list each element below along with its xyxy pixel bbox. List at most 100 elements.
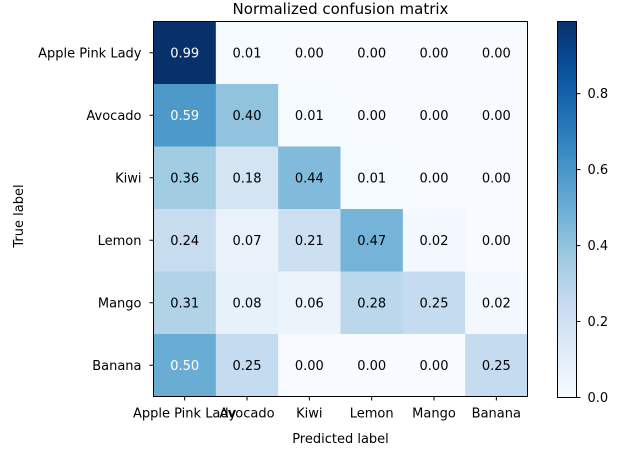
heatmap-cell-value: 0.08: [233, 296, 262, 311]
heatmap-cell: [402, 334, 466, 397]
x-tick-label: Banana: [472, 407, 521, 422]
heatmap-cell: [402, 21, 466, 85]
heatmap-cell: [340, 334, 404, 397]
heatmap-cell: [340, 84, 404, 147]
heatmap-cell: [215, 146, 279, 210]
y-tick-label: Kiwi: [115, 171, 141, 186]
heatmap-cell: [402, 209, 466, 272]
y-tick-label: Banana: [92, 359, 141, 374]
heatmap-cell: [340, 271, 404, 335]
heatmap-cell-value: 0.00: [482, 171, 511, 186]
heatmap-cell: [402, 84, 466, 147]
heatmap-cell: [215, 21, 279, 85]
heatmap-cell: [340, 146, 404, 210]
x-tick-label: Mango: [412, 407, 456, 422]
heatmap-cell-value: 0.40: [233, 109, 262, 124]
heatmap-cell-value: 0.99: [170, 46, 199, 61]
heatmap-cell-value: 0.00: [420, 359, 449, 374]
heatmap-cell: [465, 84, 528, 147]
heatmap-cell: [465, 21, 528, 85]
y-axis-ticks: Apple Pink Lady Avocado Kiwi Lemon Mango Bana…: [38, 46, 154, 374]
heatmap-cell-value: 0.00: [420, 171, 449, 186]
heatmap-cell: [278, 334, 341, 397]
heatmap-cell: [153, 209, 217, 272]
colorbar-tick-label: 0.0: [588, 391, 609, 406]
heatmap-cell: [215, 271, 279, 335]
heatmap-cell: [215, 84, 279, 147]
y-tick-label: Apple Pink Lady: [38, 46, 142, 61]
heatmap-cell-value: 0.50: [170, 359, 199, 374]
heatmap-cell-value: 0.00: [357, 46, 386, 61]
heatmap-cell: [465, 334, 528, 397]
y-axis-label: True label: [12, 184, 27, 248]
heatmap-cell: [153, 21, 217, 85]
heatmap-cell-value: 0.00: [420, 46, 449, 61]
colorbar-tick-label: 0.8: [588, 87, 609, 102]
heatmap-cell: [340, 21, 404, 85]
colorbar: [557, 21, 577, 398]
heatmap-cell-value: 0.00: [357, 359, 386, 374]
colorbar-tick-label: 0.6: [588, 163, 609, 178]
heatmap-cell-value: 0.00: [420, 109, 449, 124]
heatmap-cell: [465, 271, 528, 335]
heatmap-cell-labels: 0.99 0.01 0.00 0.00 0.00 0.00 0.59 0.40 0.01 0.00…: [170, 46, 511, 374]
heatmap-cell-value: 0.24: [170, 234, 199, 249]
colorbar-tick-label: 0.4: [588, 239, 609, 254]
heatmap-cell-value: 0.21: [295, 234, 324, 249]
heatmap-cell: [278, 21, 341, 85]
heatmap-cell-value: 0.25: [482, 359, 511, 374]
heatmap-cell: [215, 334, 279, 397]
heatmap-cell-value: 0.01: [357, 171, 386, 186]
plot-frame: [153, 21, 528, 397]
heatmap-cell-value: 0.31: [170, 296, 199, 311]
heatmap-cell: [340, 209, 404, 272]
x-axis-label: Predicted label: [292, 432, 389, 447]
heatmap-cell: [402, 271, 466, 335]
heatmap-cell-value: 0.44: [295, 171, 324, 186]
heatmap-cell-value: 0.18: [233, 171, 262, 186]
heatmap-cell-value: 0.00: [357, 109, 386, 124]
heatmap-cell-value: 0.59: [170, 109, 199, 124]
heatmap-cell-value: 0.25: [420, 296, 449, 311]
heatmap-cell: [278, 209, 341, 272]
heatmap-cell: [278, 146, 341, 210]
heatmap-cell-value: 0.02: [420, 234, 449, 249]
heatmap-cell: [153, 146, 217, 210]
heatmap-cell-value: 0.00: [295, 359, 324, 374]
colorbar-tick-label: 0.2: [588, 315, 609, 330]
heatmap-cell: [153, 334, 217, 397]
heatmap-cell-value: 0.00: [295, 46, 324, 61]
heatmap-cell-value: 0.00: [482, 234, 511, 249]
x-tick-label: Kiwi: [296, 407, 322, 422]
heatmap-cell: [278, 271, 341, 335]
heatmap-cell-value: 0.01: [295, 109, 324, 124]
y-tick-label: Lemon: [98, 234, 142, 249]
x-tick-label: Avocado: [219, 407, 274, 422]
heatmap-cell: [465, 209, 528, 272]
heatmap-cell: [278, 84, 341, 147]
heatmap-cell-value: 0.00: [482, 109, 511, 124]
y-tick-label: Avocado: [86, 109, 141, 124]
heatmap-cell-value: 0.25: [233, 359, 262, 374]
heatmap-cell-value: 0.36: [170, 171, 199, 186]
heatmap-cell-value: 0.47: [357, 234, 386, 249]
heatmap-cell: [215, 209, 279, 272]
x-tick-label: Apple Pink Lady: [133, 407, 237, 422]
heatmap-cell-value: 0.06: [295, 296, 324, 311]
x-tick-label: Lemon: [350, 407, 394, 422]
y-tick-label: Mango: [98, 296, 142, 311]
chart-title: Normalized confusion matrix: [233, 0, 449, 18]
heatmap-cell-value: 0.07: [233, 234, 262, 249]
heatmap-cell: [153, 84, 217, 147]
heatmap-cell-value: 0.01: [233, 46, 262, 61]
heatmap-cell-value: 0.02: [482, 296, 511, 311]
heatmap-cells: [153, 21, 528, 397]
colorbar-ticks: 0.0 0.2 0.4 0.6 0.8: [576, 87, 609, 406]
heatmap-cell: [153, 271, 217, 335]
heatmap-cell: [465, 146, 528, 210]
heatmap-cell-value: 0.00: [482, 46, 511, 61]
heatmap-cell: [402, 146, 466, 210]
heatmap-cell-value: 0.28: [357, 296, 386, 311]
